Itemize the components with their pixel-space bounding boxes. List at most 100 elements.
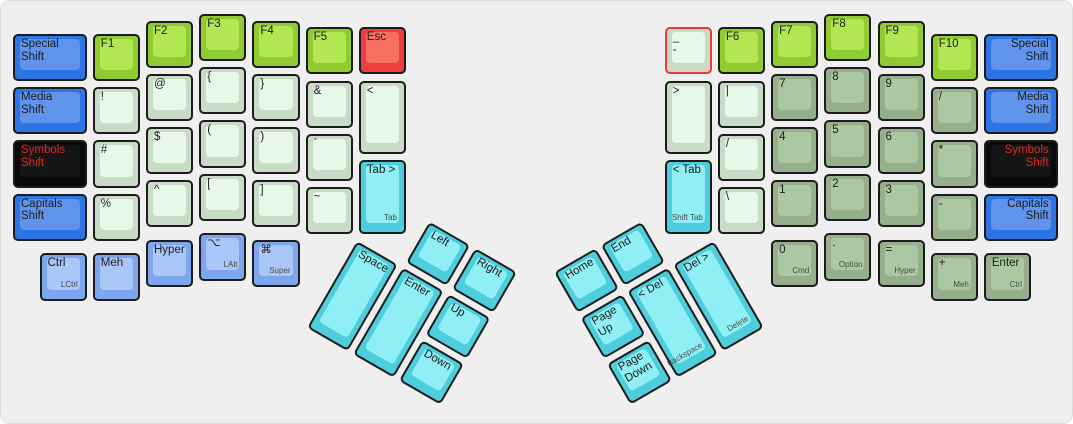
key-open-bracket[interactable]: [	[199, 173, 247, 221]
key-plus[interactable]: + Meh	[930, 253, 978, 301]
keycap-top	[312, 85, 346, 117]
key-backtick[interactable]: `	[305, 133, 353, 181]
key-close-paren[interactable]: )	[252, 127, 300, 175]
keycap-top	[671, 165, 705, 224]
key-tilde[interactable]: ~	[305, 186, 353, 235]
keycap-top	[990, 145, 1051, 177]
key-ampersand[interactable]: &	[305, 80, 353, 128]
key-f4[interactable]: F4	[252, 20, 300, 68]
key-f5[interactable]: F5	[305, 27, 353, 75]
key-dash-underscore[interactable]: _ -	[664, 27, 712, 75]
key-caret[interactable]: ^	[146, 180, 194, 228]
keycap-top	[831, 125, 865, 157]
key-open-brace[interactable]: {	[199, 67, 247, 115]
key-hyper-left[interactable]: Hyper	[146, 240, 194, 288]
key-f9[interactable]: F9	[877, 20, 925, 68]
key-sub-legend: Super	[269, 266, 291, 276]
key-lalt[interactable]: ⌥ LAlt	[199, 233, 247, 281]
keycap-top	[778, 78, 812, 111]
key-meh-left[interactable]: Meh	[92, 253, 140, 301]
keycap-top	[831, 178, 865, 210]
key-symbols-shift-right[interactable]: Symbols Shift	[983, 140, 1058, 188]
key-greater-than[interactable]: >	[664, 80, 712, 155]
keycap-top	[99, 92, 133, 124]
key-num-1[interactable]: 1	[771, 180, 819, 228]
key-legend: F7	[779, 24, 793, 37]
key-f10[interactable]: F10	[930, 33, 978, 82]
key-symbols-shift-left[interactable]: Symbols Shift	[13, 140, 87, 188]
key-capitals-shift-left[interactable]: Capitals Shift	[13, 193, 87, 241]
key-less-than[interactable]: <	[358, 80, 406, 155]
key-ctrl-left[interactable]: Ctrl LCtrl	[39, 253, 87, 301]
key-minus[interactable]: -	[930, 193, 978, 241]
key-f6[interactable]: F6	[717, 27, 766, 75]
key-f3[interactable]: F3	[199, 14, 247, 62]
key-legend: Page Down	[616, 350, 655, 386]
key-media-shift-left[interactable]: Media Shift	[13, 87, 87, 135]
key-legend: Symbols Shift	[1004, 144, 1049, 170]
key-asterisk[interactable]: *	[930, 140, 978, 188]
key-legend: $	[154, 131, 161, 144]
key-legend: 6	[885, 131, 892, 144]
key-num-6[interactable]: 6	[877, 127, 925, 175]
keycap-top	[312, 32, 346, 64]
keycap-top	[20, 145, 80, 177]
key-sub-legend: Ctrl	[1009, 279, 1023, 289]
key-exclamation[interactable]: !	[92, 87, 140, 135]
key-tab-forward[interactable]: Tab > Tab	[358, 160, 406, 235]
key-period[interactable]: . Option	[824, 233, 872, 281]
key-f8[interactable]: F8	[824, 14, 872, 62]
key-num-8[interactable]: 8	[824, 67, 872, 115]
key-num-9[interactable]: 9	[877, 73, 925, 122]
key-open-paren[interactable]: (	[199, 120, 247, 168]
key-tab-back[interactable]: < Tab Shift Tab	[664, 160, 712, 235]
keycap-top	[365, 32, 399, 64]
key-super[interactable]: ⌘ Super	[252, 240, 300, 288]
keycap-top	[259, 78, 293, 111]
key-equals[interactable]: = Hyper	[877, 240, 925, 288]
key-legend: (	[207, 124, 212, 137]
keycap-top	[259, 25, 293, 57]
key-hash[interactable]: #	[92, 140, 140, 188]
key-num-5[interactable]: 5	[824, 120, 872, 168]
key-legend: {	[207, 71, 212, 84]
key-esc[interactable]: Esc	[358, 27, 406, 75]
key-num-0[interactable]: 0 Cmd	[771, 240, 819, 288]
key-at[interactable]: @	[146, 73, 194, 122]
key-capitals-shift-right[interactable]: Capitals Shift	[983, 193, 1058, 241]
key-legend: F1	[100, 37, 115, 50]
key-slash[interactable]: /	[930, 87, 978, 135]
keycap-top	[259, 185, 293, 217]
key-legend: 1	[779, 184, 786, 197]
key-special-shift-left[interactable]: Special Shift	[13, 33, 87, 82]
key-f1[interactable]: F1	[92, 33, 140, 82]
key-media-shift-right[interactable]: Media Shift	[983, 87, 1058, 135]
key-legend: F3	[207, 18, 221, 30]
key-num-3[interactable]: 3	[877, 180, 925, 228]
key-num-2[interactable]: 2	[824, 173, 872, 221]
key-pipe[interactable]: |	[717, 80, 766, 128]
key-dollar[interactable]: $	[146, 127, 194, 175]
key-slash-inner[interactable]: /	[717, 133, 766, 181]
key-legend: Ctrl	[47, 257, 66, 270]
key-sub-legend: Meh	[953, 279, 969, 289]
keycap-top	[778, 132, 812, 164]
key-f7[interactable]: F7	[771, 20, 819, 68]
keycap-top	[937, 145, 971, 177]
key-legend: F9	[885, 24, 899, 37]
keycap-top	[937, 258, 971, 290]
key-close-bracket[interactable]: ]	[252, 180, 300, 228]
key-special-shift-right[interactable]: Special Shift	[983, 33, 1058, 82]
key-backslash[interactable]: \	[717, 186, 766, 235]
key-num-4[interactable]: 4	[771, 127, 819, 175]
key-legend: Enter	[991, 257, 1020, 270]
key-legend: |	[725, 84, 729, 97]
key-enter-right[interactable]: Enter Ctrl	[983, 253, 1032, 301]
key-f2[interactable]: F2	[146, 20, 194, 68]
key-legend: 8	[832, 71, 839, 84]
key-close-brace[interactable]: }	[252, 73, 300, 122]
key-percent[interactable]: %	[92, 193, 140, 241]
keycap-top	[884, 78, 918, 111]
key-legend: _ -	[672, 31, 680, 57]
key-num-7[interactable]: 7	[771, 73, 819, 122]
